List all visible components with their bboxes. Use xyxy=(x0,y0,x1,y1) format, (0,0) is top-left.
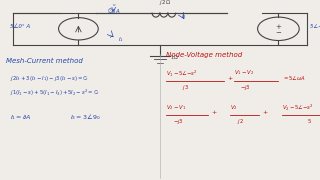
Text: $I_1=\partial A$: $I_1=\partial A$ xyxy=(10,112,31,122)
Text: +: + xyxy=(276,24,281,30)
Text: $j2$: $j2$ xyxy=(237,117,244,126)
Text: $=5\angle\omega A$: $=5\angle\omega A$ xyxy=(282,74,306,82)
Text: $j2I_3+3(I_3-I_1)-j3(I_3-s)=\emptyset$: $j2I_3+3(I_3-I_1)-j3(I_3-s)=\emptyset$ xyxy=(10,74,89,83)
Text: $-j3$: $-j3$ xyxy=(240,83,251,92)
Text: 5∠0° A: 5∠0° A xyxy=(10,24,30,30)
Text: $\varnothing$5A: $\varnothing$5A xyxy=(107,6,120,15)
Text: $-j3$: $-j3$ xyxy=(173,117,184,126)
Text: $V_2-5\angle{-s^2}$: $V_2-5\angle{-s^2}$ xyxy=(282,103,314,113)
Text: $I_1$: $I_1$ xyxy=(118,35,124,44)
Text: $+$: $+$ xyxy=(211,108,218,116)
Text: $V_1-V_2$: $V_1-V_2$ xyxy=(234,68,254,77)
Text: 5∠−90° V: 5∠−90° V xyxy=(310,24,320,30)
Text: $j1(I_1-s)+5(I_1-I_3)+5I_2-s^2=\emptyset$: $j1(I_1-s)+5(I_1-I_3)+5I_2-s^2=\emptyset… xyxy=(10,88,99,98)
Text: $\tilde{V}$: $\tilde{V}$ xyxy=(110,4,117,15)
Text: $+$: $+$ xyxy=(262,108,269,116)
Text: $V_1-5\angle{-s^2}$: $V_1-5\angle{-s^2}$ xyxy=(166,68,198,79)
Text: $j2\,\Omega$: $j2\,\Omega$ xyxy=(158,0,171,7)
Text: $I_3=3\angle 9_0$: $I_3=3\angle 9_0$ xyxy=(70,112,101,122)
Text: $I_2$: $I_2$ xyxy=(181,12,187,21)
Text: $j3$: $j3$ xyxy=(182,83,189,92)
Text: $V_2$: $V_2$ xyxy=(230,103,238,111)
Text: $+$: $+$ xyxy=(227,74,234,82)
Text: −: − xyxy=(276,30,281,36)
Text: $V_2-V_1$: $V_2-V_1$ xyxy=(166,103,187,111)
Text: $1\Omega$: $1\Omega$ xyxy=(170,53,178,61)
Text: Mesh-Current method: Mesh-Current method xyxy=(6,58,83,64)
Text: $5$: $5$ xyxy=(307,117,312,125)
Text: Node-Voltage method: Node-Voltage method xyxy=(166,52,243,58)
